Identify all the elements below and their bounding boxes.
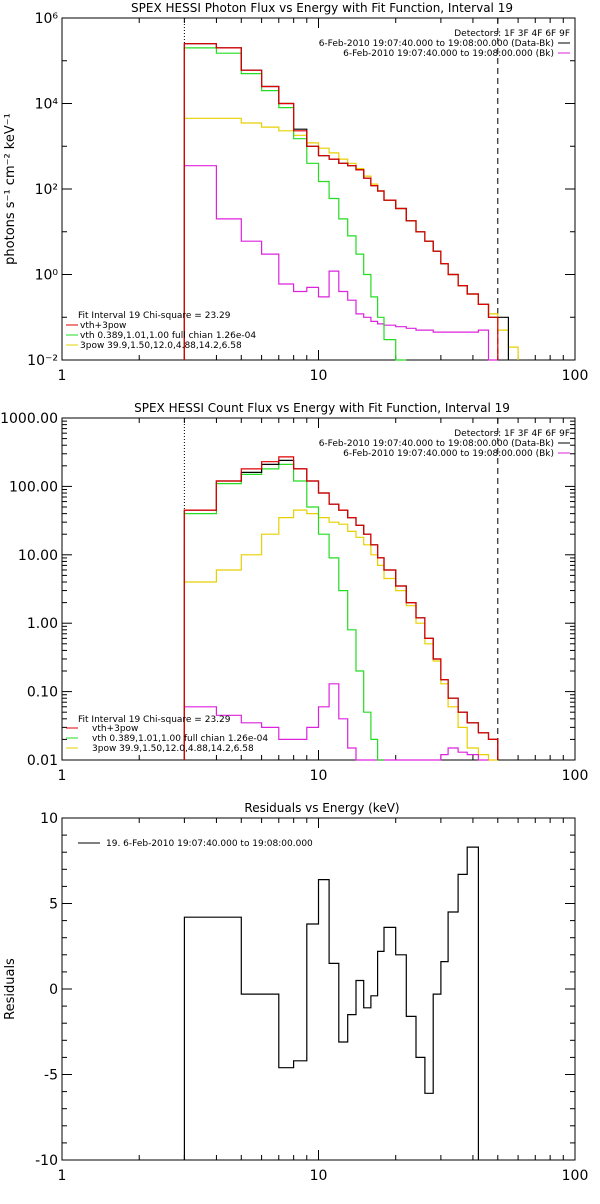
x-tick-label: 10 <box>310 368 328 384</box>
y-axis-label: photons s⁻¹ cm⁻² keV⁻¹ <box>3 113 18 265</box>
count-flux-chart: SPEX HESSI Count Flux vs Energy with Fit… <box>0 401 588 784</box>
photon-flux-chart: SPEX HESSI Photon Flux vs Energy with Fi… <box>3 1 588 384</box>
x-tick-label: 100 <box>562 768 589 784</box>
y-tick-label: -5 <box>44 1068 58 1084</box>
chart-title: SPEX HESSI Photon Flux vs Energy with Fi… <box>131 1 513 15</box>
y-tick-label: 1000.00 <box>0 411 58 427</box>
x-tick-label: 100 <box>562 1168 589 1184</box>
y-tick-label: 0 <box>49 982 58 998</box>
series-group <box>183 418 499 761</box>
series-group <box>183 18 519 361</box>
y-tick-label: 0.01 <box>27 753 58 769</box>
axes: 1 10 100 10⁻² 10⁰ 10² 10⁴ 10⁶ <box>27 11 588 384</box>
x-tick-label: 1 <box>58 768 67 784</box>
y-axis-label: Residuals <box>3 958 18 1020</box>
series-line-bk <box>183 165 498 361</box>
y-tick-label: 10⁻² <box>27 353 58 369</box>
y-tick-label: 10⁴ <box>35 97 59 113</box>
legend-fit-sum: vth+3pow <box>80 321 126 331</box>
y-tick-label: 0.10 <box>27 685 58 701</box>
series-line-bk <box>183 683 489 761</box>
legend-bottom: Fit Interval 19 Chi-square = 23.29 vth+3… <box>66 311 256 351</box>
residuals-chart: Residuals vs Energy (keV) 1 10 100-10-5051… <box>3 801 588 1184</box>
y-tick-label: 10⁰ <box>35 268 59 284</box>
legend-data-bk: 6-Feb-2010 19:07:40.000 to 19:08:00.000 … <box>319 39 554 49</box>
y-tick-label: 10.00 <box>18 548 58 564</box>
series-line-vth <box>183 47 407 361</box>
legend-bottom: Fit Interval 19 Chi-square = 23.29 vth+3… <box>66 715 268 754</box>
series-group <box>183 846 479 1160</box>
x-tick-label: 10 <box>310 768 328 784</box>
chart-title: Residuals vs Energy (keV) <box>244 801 399 815</box>
x-tick-label: 1 <box>58 1168 67 1184</box>
series-line-pow <box>183 117 519 360</box>
detectors-label: Detectors: 1F 3F 4F 6F 9F <box>454 29 570 39</box>
y-tick-label: 100.00 <box>9 479 58 495</box>
series-line-fit_sum <box>183 456 499 760</box>
legend-fit-sum: vth+3pow <box>92 724 138 734</box>
detectors-label: Detectors: 1F 3F 4F 6F 9F <box>454 429 570 439</box>
y-tick-label: 10⁶ <box>35 11 59 27</box>
x-tick-label: 1 <box>58 368 67 384</box>
legend-label: 19. 6-Feb-2010 19:07:40.000 to 19:08:00.… <box>106 839 313 849</box>
y-tick-label: 1.00 <box>27 616 58 632</box>
legend-vth: vth 0.389,1.01,1.00 full chian 1.26e-04 <box>80 331 256 341</box>
x-tick-label: 100 <box>562 368 589 384</box>
fit-interval-label: Fit Interval 19 Chi-square = 23.29 <box>78 715 231 725</box>
legend-data-bk: 6-Feb-2010 19:07:40.000 to 19:08:00.000 … <box>319 439 554 449</box>
legend-bk: 6-Feb-2010 19:07:40.000 to 19:08:00.000 … <box>343 449 554 459</box>
fit-interval-label: Fit Interval 19 Chi-square = 23.29 <box>78 311 231 321</box>
legend-top: Detectors: 1F 3F 4F 6F 9F 6-Feb-2010 19:… <box>319 429 570 459</box>
y-tick-label: 10² <box>35 182 58 198</box>
series-line-fit_sum <box>183 43 499 360</box>
legend-vth: vth 0.389,1.01,1.00 full chian 1.26e-04 <box>92 734 268 744</box>
axes: 1 10 100 -10 -5 0 5 10 <box>35 811 588 1184</box>
series-line-pow <box>183 509 498 761</box>
y-tick-label: -10 <box>35 1153 58 1169</box>
legend: 19. 6-Feb-2010 19:07:40.000 to 19:08:00.… <box>78 839 313 849</box>
axes: 1 10 100 0.01 0.10 1.00 10.00 100.00 1000.00 <box>0 411 588 784</box>
x-tick-label: 10 <box>310 1168 328 1184</box>
plot-frame <box>61 817 576 1161</box>
y-tick-label: 5 <box>49 897 58 913</box>
legend-bk: 6-Feb-2010 19:07:40.000 to 19:08:00.000 … <box>343 49 554 59</box>
legend-pow: 3pow 39.9,1.50,12.0,4.88,14.2,6.58 <box>92 744 254 754</box>
series-line-total <box>183 846 479 1160</box>
series-line-total <box>183 43 509 360</box>
legend-top: Detectors: 1F 3F 4F 6F 9F 6-Feb-2010 19:… <box>319 29 570 59</box>
legend-pow: 3pow 39.9,1.50,12.0,4.88,14.2,6.58 <box>80 341 242 351</box>
y-tick-label: 10 <box>40 811 58 827</box>
chart-title: SPEX HESSI Count Flux vs Energy with Fit… <box>134 401 510 415</box>
